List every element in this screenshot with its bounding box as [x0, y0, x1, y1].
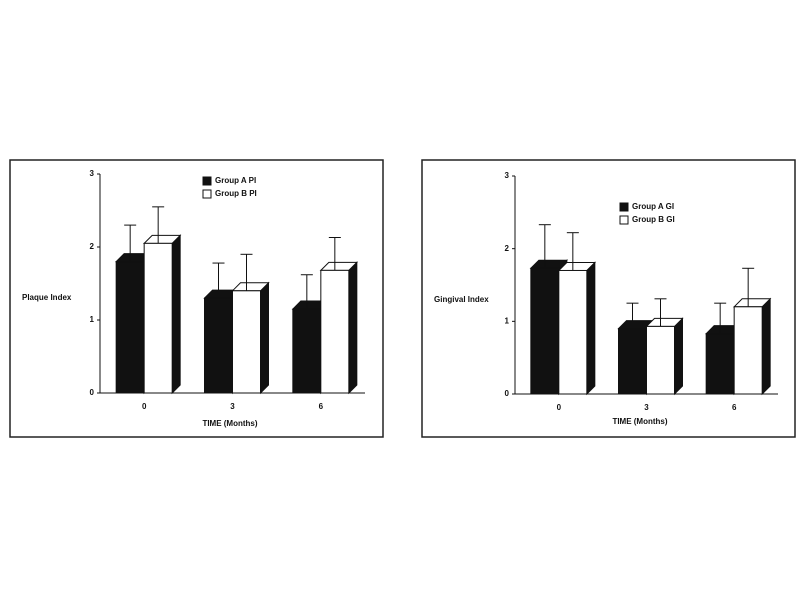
x-tick-label: 3 [644, 403, 649, 412]
legend-label: Group B GI [632, 215, 675, 224]
chart-frame [9, 159, 384, 438]
bar-group [319, 237, 359, 395]
bar [705, 333, 735, 395]
y-axis-label: Gingival Index [434, 295, 489, 304]
x-axis-label: TIME (Months) [202, 419, 257, 428]
legend-label: Group B PI [215, 189, 257, 198]
bar-side [348, 261, 358, 395]
legend-swatch [202, 176, 212, 186]
x-tick-label: 0 [142, 402, 147, 411]
bar [618, 328, 647, 395]
y-tick-label: 2 [505, 244, 510, 253]
bar-side [171, 234, 181, 395]
bar [232, 290, 261, 394]
x-tick-label: 3 [230, 402, 235, 411]
bar [292, 308, 322, 394]
bar-side [586, 261, 596, 396]
bar-group [557, 232, 597, 396]
y-axis-label: Plaque Index [22, 293, 72, 302]
bar [320, 269, 350, 394]
legend-swatch [619, 202, 629, 212]
bar-group [645, 298, 684, 396]
x-tick-label: 0 [557, 403, 562, 412]
legend-label: Group A PI [215, 176, 256, 185]
y-tick-label: 0 [505, 389, 510, 398]
chart-frame [421, 159, 796, 438]
bar-group [732, 267, 772, 396]
y-tick-label: 3 [505, 171, 510, 180]
legend-label: Group A GI [632, 202, 674, 211]
x-tick-label: 6 [319, 402, 324, 411]
bar-side [761, 297, 771, 396]
legend-swatch [619, 215, 629, 225]
bar-group [231, 253, 270, 395]
x-axis-label: TIME (Months) [612, 417, 667, 426]
bar-group [142, 206, 182, 395]
y-tick-label: 1 [505, 316, 510, 325]
bar [733, 306, 763, 395]
bar [204, 297, 233, 394]
y-tick-label: 3 [90, 169, 95, 178]
bar [530, 267, 560, 395]
bar [143, 242, 173, 394]
bar [558, 269, 588, 395]
bar-side [674, 317, 683, 396]
legend-swatch [202, 189, 212, 199]
bar [646, 325, 675, 395]
y-tick-label: 0 [90, 388, 95, 397]
y-tick-label: 2 [90, 242, 95, 251]
y-tick-label: 1 [90, 315, 95, 324]
bar-side [260, 281, 269, 395]
x-tick-label: 6 [732, 403, 737, 412]
bar [115, 261, 145, 394]
